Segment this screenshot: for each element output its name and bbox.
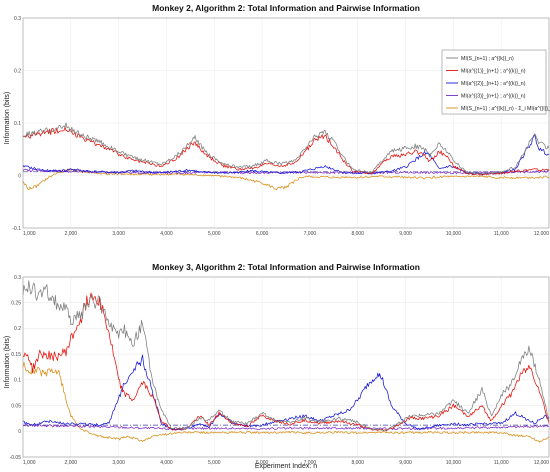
series-line	[22, 122, 550, 175]
series-line	[22, 168, 550, 175]
x-tick-label: 7,000	[304, 231, 317, 237]
top-ticks: 1,000 2,000 3,000 4,000 5,000 6,000 7,000 8,000…	[12, 16, 549, 237]
bottom-plot-frame	[22, 276, 550, 458]
x-tick-label: 7,000	[304, 460, 317, 466]
x-tick-label: 8,000	[351, 231, 364, 237]
y-tick-label: 0.1	[14, 121, 21, 127]
x-tick-label: 6,000	[256, 460, 269, 466]
bottom-panel: Monkey 3, Algorithm 2: Total Information…	[4, 262, 550, 470]
top-chart-title: Monkey 2, Algorithm 2: Total Information…	[152, 3, 420, 13]
y-tick-label: 0.1	[14, 378, 21, 384]
series-line	[22, 292, 550, 432]
x-tick-label: 12,000	[534, 460, 550, 466]
legend-box	[441, 49, 547, 115]
legend-entry: MI(a^{(1)}_{n+1} ; a^{(k)}_n)	[461, 68, 526, 74]
y-tick-label: 0.25	[11, 301, 21, 307]
series-line	[22, 126, 550, 176]
x-tick-label: 11,000	[494, 231, 509, 237]
x-tick-label: 5,000	[208, 231, 221, 237]
legend-entry: MI(S_{n+1} ; a^{(k)}_n) - Σ_i MI(a^{(i)}…	[461, 106, 550, 112]
y-tick-label: 0	[18, 173, 21, 179]
legend-entry: MI(S_{n+1} ; a^{(k)}_n)	[461, 56, 514, 62]
x-tick-label: 9,000	[399, 460, 412, 466]
series-line	[22, 423, 550, 431]
bottom-grid	[22, 276, 550, 458]
top-y-axis-label: Information (bits)	[4, 92, 11, 145]
top-series	[22, 122, 550, 191]
series-line	[22, 362, 550, 443]
y-tick-label: -0.1	[12, 226, 21, 232]
x-tick-label: 12,000	[534, 231, 550, 237]
y-tick-label: 0.15	[11, 352, 21, 358]
y-tick-label: 0.2	[14, 326, 21, 332]
x-tick-label: 4,000	[160, 231, 173, 237]
bottom-ticks: 1,000 2,000 3,000 4,000 5,000 6,000 7,000 8,000…	[10, 275, 550, 466]
y-tick-label: 0	[18, 429, 21, 435]
x-tick-label: 9,000	[399, 231, 412, 237]
bottom-x-axis-label: Experiment Index: n	[255, 463, 317, 470]
x-tick-label: 6,000	[256, 231, 269, 237]
y-tick-label: 0.2	[14, 68, 21, 74]
x-tick-label: 5,000	[208, 460, 221, 466]
x-tick-label: 3,000	[112, 231, 125, 237]
legend-entry: MI(a^{(3)}_{n+1} ; a^{(k)}_n)	[461, 93, 526, 99]
series-line	[22, 168, 550, 191]
top-panel: Monkey 2, Algorithm 2: Total Information…	[4, 3, 550, 237]
series-line	[22, 280, 550, 432]
x-tick-label: 1,000	[23, 460, 36, 466]
x-tick-label: 10,000	[446, 231, 462, 237]
x-tick-label: 4,000	[160, 460, 173, 466]
series-line	[22, 134, 550, 176]
y-tick-label: -0.05	[10, 455, 22, 461]
top-legend: MI(S_{n+1} ; a^{(k)}_n) MI(a^{(1)}_{n+1} …	[441, 49, 550, 115]
top-plot-frame	[22, 17, 550, 229]
legend-entry: MI(a^{(2)}_{n+1} ; a^{(k)}_n)	[461, 81, 526, 87]
x-tick-label: 11,000	[494, 460, 509, 466]
y-tick-label: 0.05	[11, 403, 21, 409]
x-tick-label: 10,000	[446, 460, 462, 466]
x-tick-label: 3,000	[112, 460, 125, 466]
x-tick-label: 1,000	[23, 231, 36, 237]
top-grid	[22, 17, 550, 229]
bottom-y-axis-label: Information (bits)	[4, 336, 11, 389]
x-tick-label: 2,000	[65, 460, 78, 466]
bottom-chart-title: Monkey 3, Algorithm 2: Total Information…	[152, 262, 420, 272]
x-tick-label: 2,000	[65, 231, 78, 237]
series-line	[22, 354, 550, 431]
y-tick-label: 0.3	[14, 16, 21, 22]
y-tick-label: 0.3	[14, 275, 21, 281]
bottom-series	[22, 280, 550, 443]
x-tick-label: 8,000	[351, 460, 364, 466]
